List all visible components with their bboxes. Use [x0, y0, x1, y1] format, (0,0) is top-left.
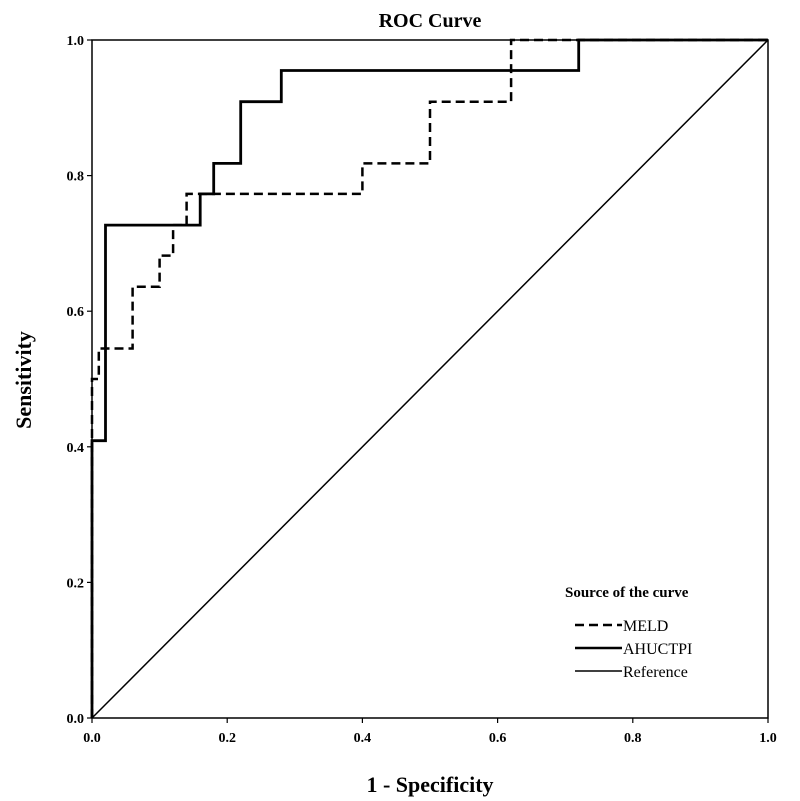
legend-label-ahuctpi: AHUCTPI — [623, 641, 692, 658]
x-tick-label: 0.4 — [354, 731, 372, 746]
x-axis-ticks: 0.0 0.2 0.4 0.6 0.8 1.0 — [83, 718, 777, 746]
y-tick-label: 0.6 — [67, 305, 85, 320]
plot-series — [90, 38, 769, 719]
series-line-ahuctpi — [90, 38, 768, 718]
legend-title: Source of the curve — [565, 585, 689, 601]
y-tick-label: 0.4 — [67, 441, 85, 456]
y-tick-label: 0.2 — [67, 576, 85, 591]
legend: Source of the curve MELD AHUCTPI Referen… — [565, 585, 692, 681]
chart-title: ROC Curve — [379, 10, 482, 32]
x-tick-label: 0.0 — [83, 731, 101, 746]
y-tick-label: 0.8 — [67, 170, 85, 185]
x-tick-label: 0.2 — [218, 731, 236, 746]
legend-label-meld: MELD — [623, 618, 668, 635]
y-axis-ticks: 0.0 0.2 0.4 0.6 0.8 1.0 — [67, 34, 92, 727]
y-tick-label: 1.0 — [67, 34, 85, 49]
x-tick-label: 1.0 — [759, 731, 777, 746]
y-tick-label: 0.0 — [67, 712, 85, 727]
x-tick-label: 0.6 — [489, 731, 507, 746]
y-axis-label: Sensitivity — [11, 331, 36, 429]
legend-label-reference: Reference — [623, 664, 688, 681]
x-tick-label: 0.8 — [624, 731, 642, 746]
x-axis-label: 1 - Specificity — [366, 772, 493, 797]
series-line-reference — [91, 39, 769, 719]
